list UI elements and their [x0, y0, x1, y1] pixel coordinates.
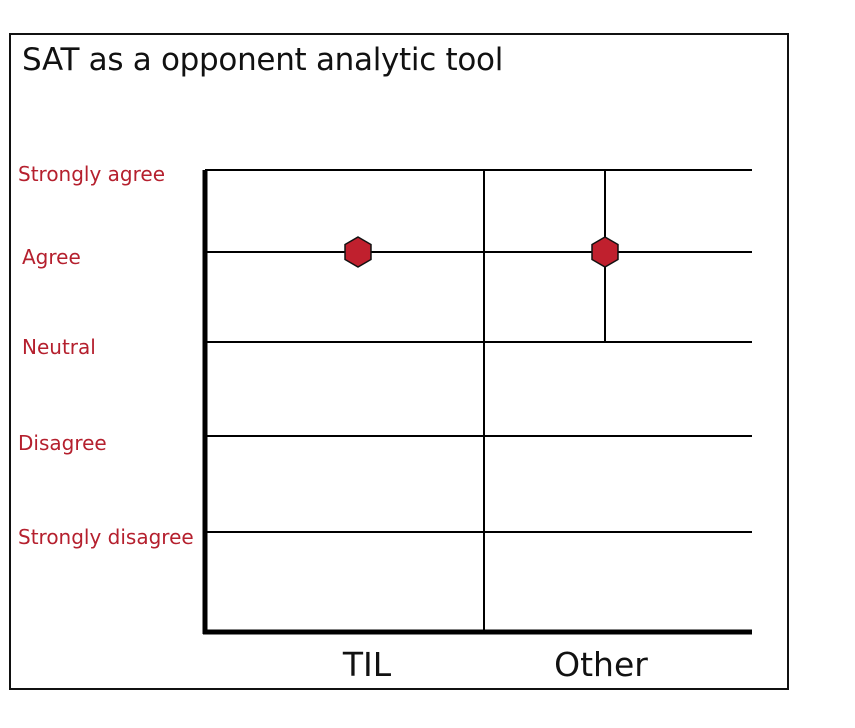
x-tick-label-other: Other: [554, 645, 648, 684]
x-tick-label-til: TIL: [342, 645, 392, 684]
y-tick-label-strongly-disagree: Strongly disagree: [18, 525, 194, 549]
y-tick-label-strongly-agree: Strongly agree: [18, 162, 165, 186]
chart-frame: [9, 33, 789, 690]
y-tick-label-agree: Agree: [22, 245, 81, 269]
y-tick-label-neutral: Neutral: [22, 335, 96, 359]
y-tick-label-disagree: Disagree: [18, 431, 107, 455]
point-marker-other: [591, 236, 619, 268]
point-marker-til: [344, 236, 372, 268]
chart-title: SAT as a opponent analytic tool: [22, 42, 504, 78]
